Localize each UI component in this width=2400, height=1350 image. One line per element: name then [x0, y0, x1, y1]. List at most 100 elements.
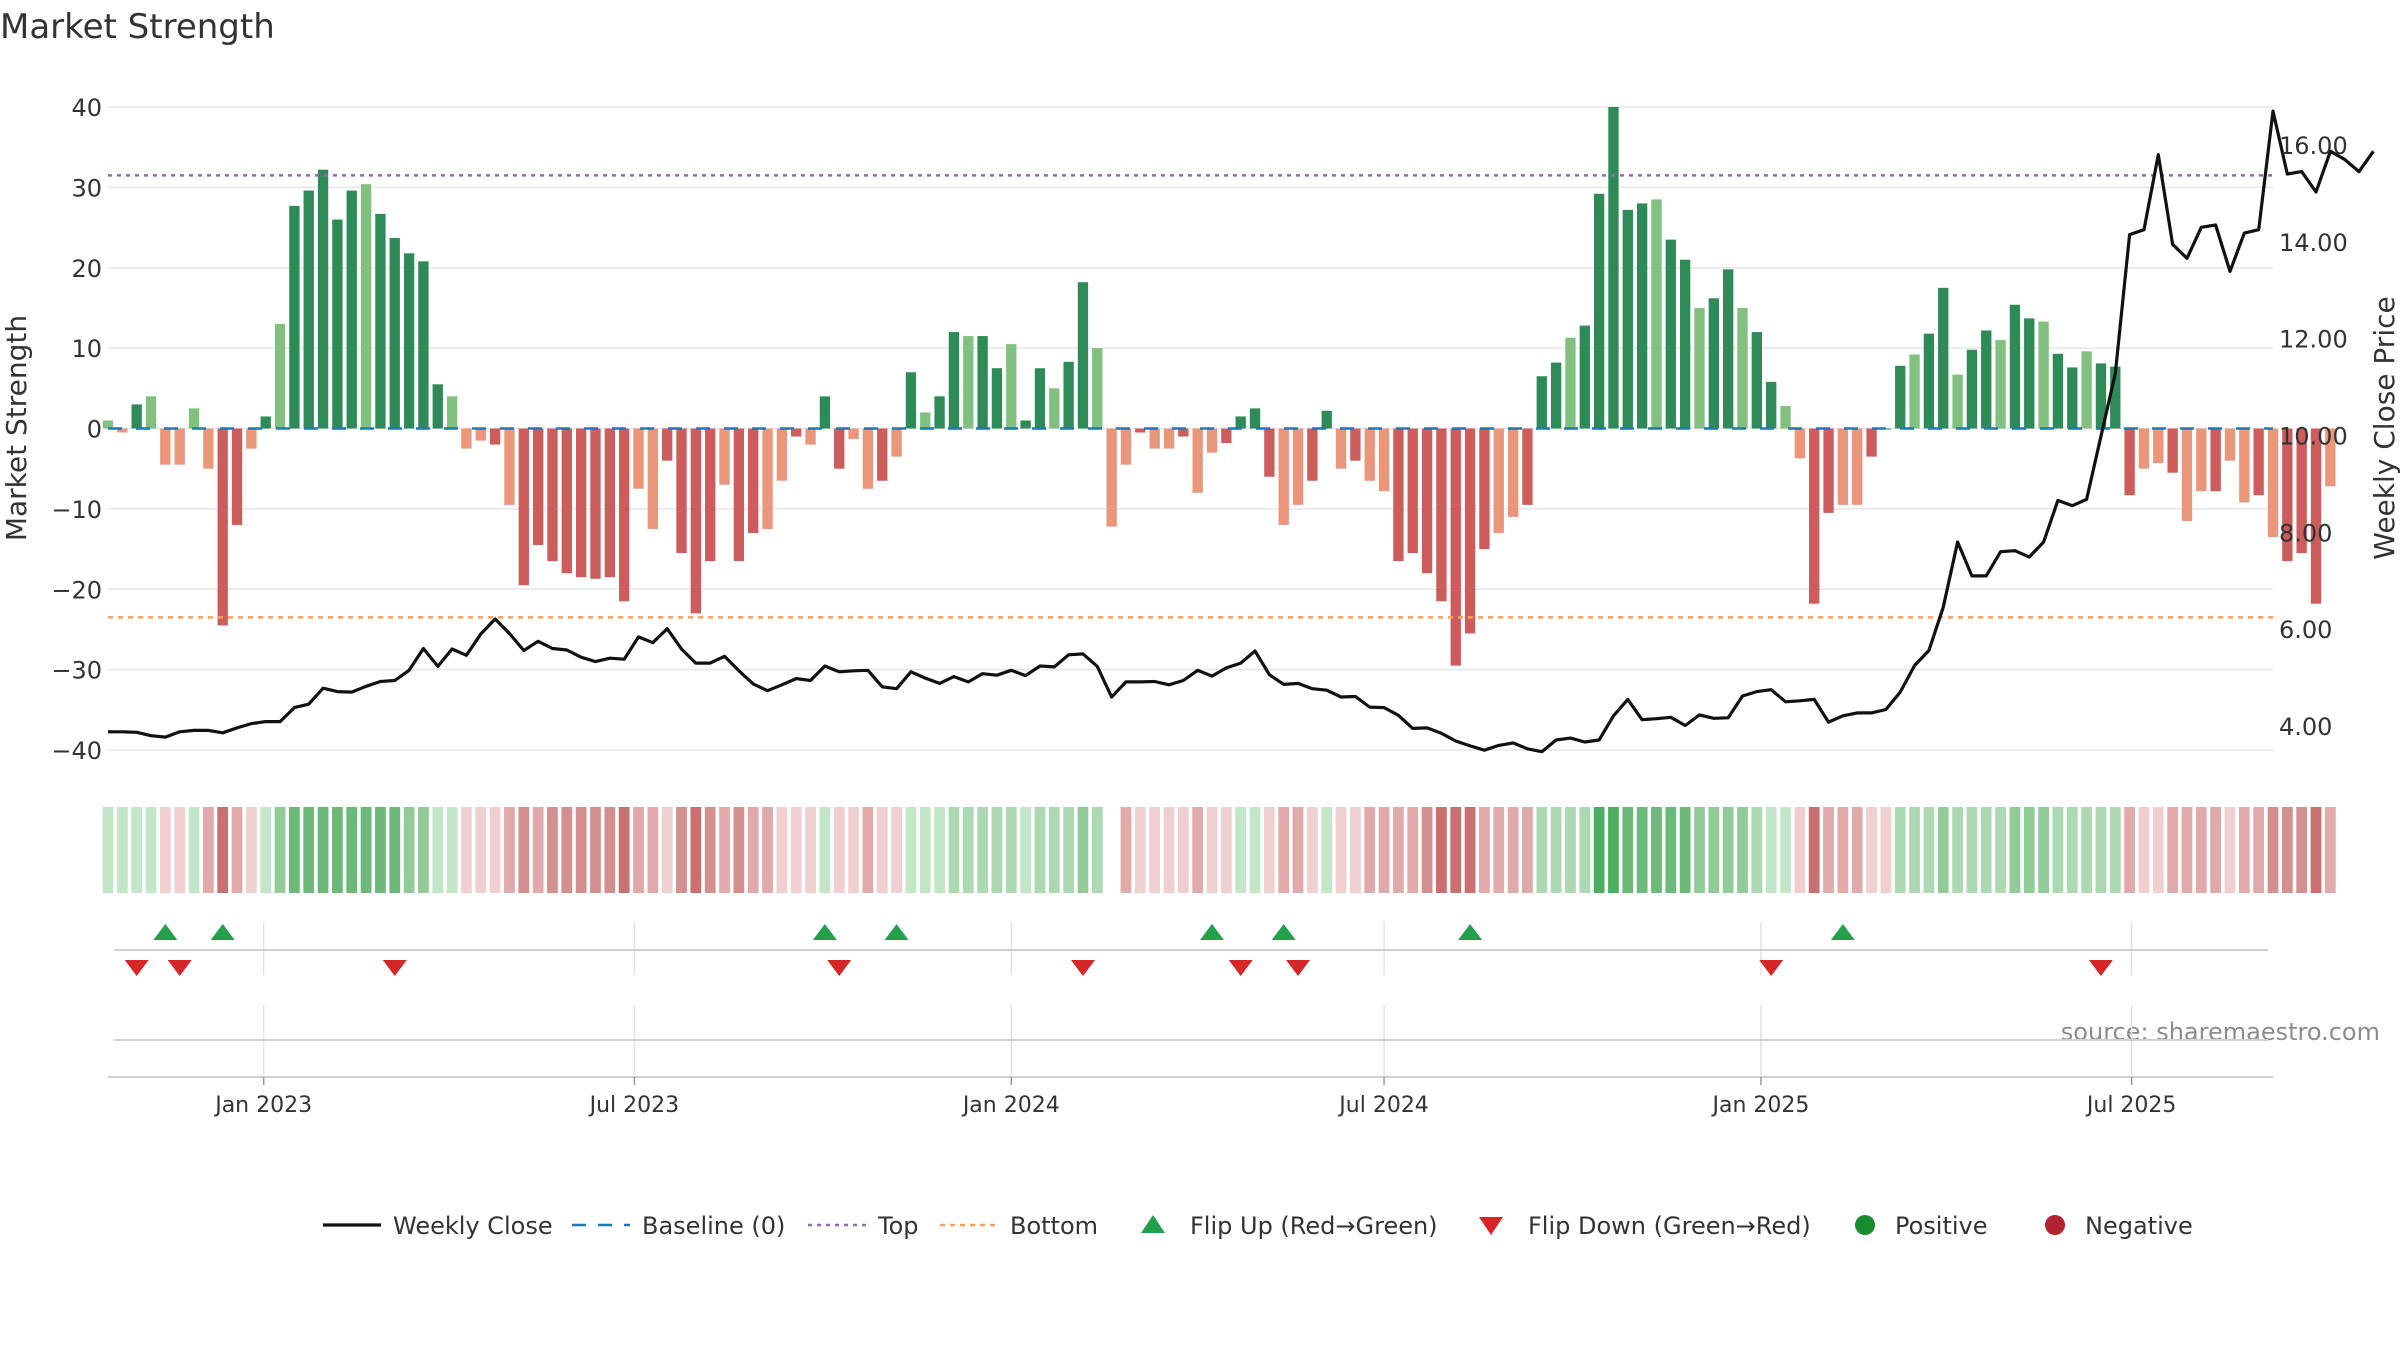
strength-bar [1278, 428, 1289, 525]
strength-bar [2325, 428, 2336, 487]
strength-cell [303, 807, 315, 893]
strength-cell [1880, 807, 1892, 893]
strength-cell [346, 807, 358, 893]
strength-cell [2238, 807, 2250, 893]
strength-cell [2181, 807, 2193, 893]
strength-cell [1278, 807, 1290, 893]
strength-bar [1723, 269, 1734, 429]
strength-bar [1450, 428, 1461, 666]
strength-bar [1221, 428, 1232, 443]
strength-bar [2095, 363, 2107, 429]
strength-bar [791, 428, 802, 437]
strength-bar [403, 253, 415, 429]
strength-cell [1263, 807, 1275, 893]
strength-cell [2023, 807, 2035, 893]
flip-up-marker [1830, 924, 1855, 940]
y2-tick-label: 10.00 [2279, 423, 2348, 451]
strength-bar [1393, 428, 1404, 562]
strength-bar [446, 396, 458, 429]
strength-cell [719, 807, 730, 893]
flip-up-marker [1271, 924, 1296, 940]
flip-down-marker [167, 960, 192, 976]
strength-cell [202, 807, 214, 893]
strength-bar [1507, 428, 1519, 517]
strength-bar [1636, 203, 1648, 429]
strength-bar [1608, 107, 1619, 429]
strength-cell [1163, 807, 1175, 893]
strength-bar [676, 428, 687, 554]
strength-cell [790, 807, 802, 893]
strength-bar [1235, 416, 1246, 429]
strength-bar [1665, 239, 1676, 429]
strength-cell [332, 807, 343, 893]
strength-bar [1895, 365, 1906, 429]
strength-bar [1120, 428, 1132, 465]
strength-cell [2066, 807, 2078, 893]
strength-bar [1464, 428, 1476, 634]
strength-cell [446, 807, 458, 893]
y-tick-label: 20 [71, 255, 102, 283]
strength-cell [1091, 807, 1103, 893]
y-tick-label: −40 [51, 737, 102, 765]
legend-negative-swatch [2045, 1215, 2065, 1235]
strength-bar [819, 396, 831, 429]
flip-down-marker [1070, 960, 1095, 976]
flip-up-marker [153, 924, 178, 940]
strength-cell [1134, 807, 1146, 893]
strength-bar [2239, 428, 2250, 503]
strength-cell [2296, 807, 2308, 893]
y-tick-label: 0 [87, 416, 102, 444]
strength-bar [2296, 428, 2307, 554]
strength-cell [1177, 807, 1189, 893]
strength-cell [690, 807, 702, 893]
strength-cell [1622, 807, 1634, 893]
strength-bar [1135, 428, 1146, 433]
strength-cell [1421, 807, 1433, 893]
strength-bar [719, 428, 730, 485]
strength-bar [131, 404, 142, 429]
strength-cell [604, 807, 616, 893]
strength-bar [963, 336, 974, 429]
strength-cell [2195, 807, 2207, 893]
strength-bar [1020, 420, 1031, 429]
strength-bar [1350, 428, 1361, 461]
flip-down-marker [1228, 960, 1253, 976]
strength-bar [1823, 428, 1834, 513]
strength-cell [188, 807, 200, 893]
strength-cell [575, 807, 587, 893]
strength-bar [762, 428, 773, 529]
strength-bar [346, 190, 357, 429]
strength-bar [274, 324, 286, 429]
strength-cell [461, 807, 472, 893]
strength-bar [733, 428, 745, 562]
strength-cell [1048, 807, 1060, 893]
strength-bar [532, 428, 544, 546]
strength-bar [1923, 333, 1935, 429]
strength-cell [1292, 807, 1304, 893]
weekly-close-line [108, 109, 2375, 754]
strength-cell [776, 807, 788, 893]
x-tick-label: Jul 2023 [588, 1093, 680, 1118]
strength-bar [174, 428, 185, 465]
strength-cell [1063, 807, 1075, 893]
strength-cell [1077, 807, 1089, 893]
strength-bar [2267, 428, 2279, 538]
strength-cell [2310, 807, 2322, 893]
strength-cell [618, 807, 630, 893]
strength-bar [2038, 321, 2049, 429]
y-tick-label: 40 [71, 94, 102, 122]
y2-axis-label: Weekly Close Price [2368, 296, 2400, 559]
strength-bar [805, 428, 816, 445]
flip-down-marker [1759, 960, 1784, 976]
x-axis: Jan 2023 Jul 2023 Jan 2024 Jul 2024 Jan 2025… [108, 1076, 2273, 1118]
strength-cell [1220, 807, 1232, 893]
x-tick-label: Jan 2023 [213, 1093, 312, 1118]
strength-cell [1866, 807, 1877, 893]
y-tick-label: −30 [51, 657, 102, 685]
strength-bar [633, 428, 644, 489]
strength-cell [1608, 807, 1619, 893]
strength-cell [934, 807, 945, 893]
strength-cell [2138, 807, 2150, 893]
strength-bar [2167, 428, 2178, 473]
